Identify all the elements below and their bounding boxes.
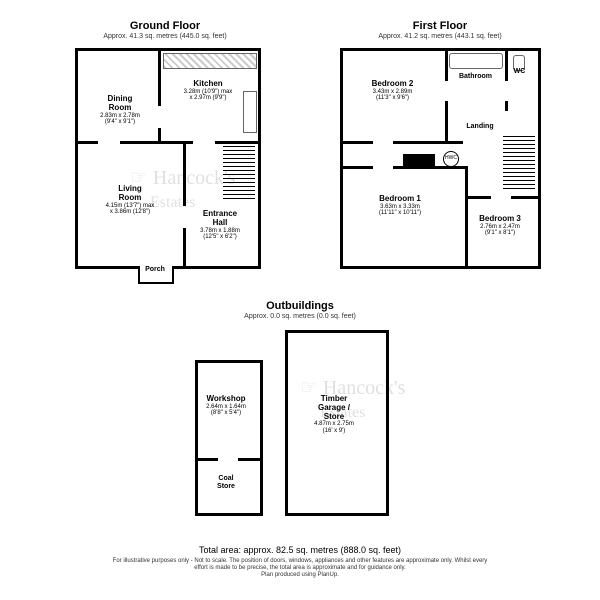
- wc-label: WC: [507, 68, 532, 76]
- living-dim: 4.15m (13'7") max x 3.86m (12'8"): [85, 203, 175, 216]
- hwc: HWC: [443, 151, 459, 167]
- door: [373, 166, 393, 169]
- ground-sub: Approx. 41.3 sq. metres (445.0 sq. feet): [75, 33, 255, 40]
- door: [445, 81, 448, 101]
- chimney: [403, 154, 435, 166]
- bath-tub: [449, 53, 503, 69]
- bed3-name: Bedroom 3: [479, 214, 521, 223]
- bed1-dim: 3.63m x 3.33m (11'11" x 10'11"): [345, 204, 455, 217]
- hall-dim: 3.78m x 1.88m (12'5" x 6'2"): [185, 228, 255, 241]
- bed3-dim: 2.76m x 2.47m (9'1" x 8'1"): [465, 224, 535, 237]
- workshop-plan: [195, 360, 263, 516]
- bed3-label: Bedroom 3 2.76m x 2.47m (9'1" x 8'1"): [465, 215, 535, 237]
- coal-label: Coal Store: [195, 475, 257, 490]
- door: [193, 141, 215, 144]
- first-sub: Approx. 41.2 sq. metres (443.1 sq. feet): [340, 33, 540, 40]
- ground-title: Ground Floor: [75, 20, 255, 32]
- kitchen-dim: 3.28m (10'9") max x 2.97m (9'9"): [168, 89, 248, 102]
- counter: [163, 53, 257, 69]
- porch-label: Porch: [135, 266, 175, 274]
- first-title: First Floor: [340, 20, 540, 32]
- total-area: Total area: approx. 82.5 sq. metres (888…: [100, 545, 500, 555]
- bath-label: Bathroom: [448, 73, 503, 81]
- dining-dim: 2.83m x 2.78m (9'4" x 9'1"): [85, 113, 155, 126]
- door: [158, 106, 161, 128]
- garage-dim: 4.87m x 2.75m (16' x 9'): [285, 421, 383, 434]
- door: [98, 141, 120, 144]
- bed1-name: Bedroom 1: [379, 194, 421, 203]
- kitchen-name: Kitchen: [193, 79, 222, 88]
- door: [505, 81, 508, 101]
- stairs: [223, 146, 255, 201]
- living-label: Living Room 4.15m (13'7") max x 3.86m (1…: [85, 185, 175, 216]
- door: [218, 510, 238, 513]
- garage-name: Timber Garage / Store: [318, 394, 350, 421]
- door: [373, 141, 393, 144]
- bed2-label: Bedroom 2 3.43m x 2.89m (11'3" x 9'6"): [345, 80, 440, 102]
- garage-label: Timber Garage / Store 4.87m x 2.75m (16'…: [285, 395, 383, 435]
- dining-name: Dining Room: [108, 94, 133, 112]
- bed2-dim: 3.43m x 2.89m (11'3" x 9'6"): [345, 89, 440, 102]
- garage-door: [303, 510, 371, 513]
- bed2-name: Bedroom 2: [372, 79, 414, 88]
- disclaimer: For illustrative purposes only - Not to …: [60, 558, 540, 580]
- workshop-label: Workshop 2.64m x 1.64m (8'8" x 5'4"): [195, 395, 257, 417]
- hall-name: Entrance Hall: [203, 209, 237, 227]
- landing-label: Landing: [455, 123, 505, 131]
- workshop-name: Workshop: [207, 394, 246, 403]
- out-title: Outbuildings: [200, 300, 400, 312]
- door: [196, 263, 218, 266]
- living-name: Living Room: [118, 184, 142, 202]
- hall-label: Entrance Hall 3.78m x 1.88m (12'5" x 6'2…: [185, 210, 255, 241]
- door: [218, 458, 238, 461]
- kitchen-label: Kitchen 3.28m (10'9") max x 2.97m (9'9"): [168, 80, 248, 102]
- bed1-label: Bedroom 1 3.63m x 3.33m (11'11" x 10'11"…: [345, 195, 455, 217]
- wall: [183, 141, 186, 266]
- stairs: [503, 136, 535, 191]
- workshop-dim: 2.64m x 1.64m (8'8" x 5'4"): [195, 404, 257, 417]
- door: [491, 196, 511, 199]
- dining-label: Dining Room 2.83m x 2.78m (9'4" x 9'1"): [85, 95, 155, 126]
- out-sub: Approx. 0.0 sq. metres (0.0 sq. feet): [200, 313, 400, 320]
